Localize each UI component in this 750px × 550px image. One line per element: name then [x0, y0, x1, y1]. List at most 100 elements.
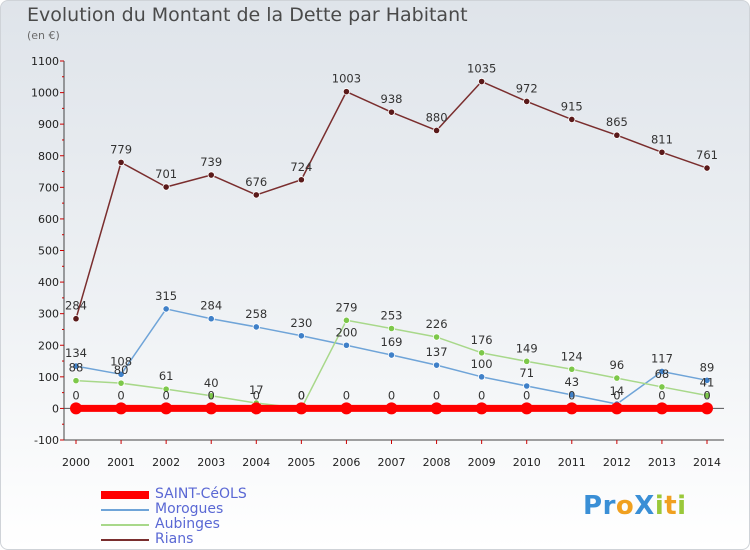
data-point [613, 374, 621, 382]
data-point [610, 402, 623, 415]
data-label: 134 [65, 346, 87, 360]
data-point [568, 115, 576, 124]
data-point [703, 164, 711, 172]
data-label: 100 [471, 357, 493, 371]
data-label: 200 [335, 325, 357, 339]
data-label: 230 [290, 316, 312, 330]
legend-swatch [101, 490, 149, 499]
legend-swatch [101, 538, 149, 541]
y-tick-label: -100 [34, 434, 59, 447]
data-point [160, 402, 173, 415]
y-tick-label: 1100 [31, 55, 59, 68]
data-label: 938 [381, 92, 403, 106]
data-point [72, 362, 80, 370]
data-label: 71 [519, 366, 534, 380]
data-label: 14 [610, 384, 625, 398]
y-tick-label: 200 [38, 339, 59, 352]
data-label: 865 [606, 115, 628, 129]
y-tick-label: 0 [52, 402, 59, 415]
data-label: 676 [245, 175, 267, 189]
data-point [207, 315, 215, 323]
y-tick-label: 400 [38, 276, 59, 289]
legend-swatch [101, 508, 149, 511]
data-label: 0 [613, 388, 620, 402]
data-point [703, 391, 711, 400]
data-point [297, 176, 305, 184]
data-point [205, 402, 218, 415]
x-tick-label: 2000 [62, 456, 90, 469]
data-label: 284 [200, 299, 222, 313]
data-label: 226 [426, 317, 448, 331]
data-point [295, 402, 308, 415]
data-label: 117 [651, 351, 673, 365]
legend: SAINT-CéOLS Morogues Aubinges Rians [101, 487, 247, 547]
legend-swatch [101, 523, 149, 526]
data-point [701, 402, 713, 415]
y-tick-label: 900 [38, 118, 59, 131]
data-label: 88 [69, 361, 84, 375]
data-label: 0 [253, 388, 260, 402]
data-label: 0 [703, 388, 710, 402]
data-label: 761 [696, 148, 718, 162]
data-point [72, 315, 80, 323]
legend-label: SAINT-CéOLS [155, 486, 247, 502]
data-label: 811 [651, 132, 673, 146]
data-label: 0 [117, 388, 124, 402]
x-tick-label: 2005 [287, 456, 315, 469]
data-label: 724 [290, 160, 312, 174]
y-tick-label: 800 [38, 150, 59, 163]
y-tick-label: 500 [38, 245, 59, 258]
data-label: 0 [298, 388, 305, 402]
legend-item: SAINT-CéOLS [101, 487, 247, 502]
data-label: 279 [335, 300, 357, 314]
data-label: 96 [610, 358, 625, 372]
data-point [207, 392, 215, 400]
data-label: 124 [561, 349, 583, 363]
data-point [432, 361, 441, 369]
data-label: 253 [381, 309, 403, 323]
data-point [703, 376, 711, 384]
data-point [342, 88, 351, 96]
x-tick-label: 2006 [332, 456, 360, 469]
data-point [252, 191, 260, 199]
chart-title: Evolution du Montant de la Dette par Hab… [27, 4, 468, 26]
data-point [115, 402, 128, 415]
data-point [478, 349, 486, 357]
data-label: 1003 [332, 72, 361, 86]
x-tick-label: 2013 [648, 456, 676, 469]
data-label: 176 [471, 333, 493, 347]
data-point [568, 391, 576, 399]
data-label: 137 [426, 345, 448, 359]
data-point [340, 402, 353, 415]
data-label: 0 [568, 388, 575, 402]
data-label: 701 [155, 167, 177, 181]
unit-label: (en €) [27, 29, 60, 42]
data-point [387, 351, 396, 359]
data-point [565, 402, 578, 415]
data-point [568, 365, 576, 373]
data-label: 1035 [467, 62, 496, 76]
data-point [387, 324, 396, 333]
data-label: 149 [516, 341, 538, 355]
data-label: 0 [72, 388, 79, 402]
data-point [162, 183, 170, 191]
data-label: 0 [388, 388, 395, 402]
data-label: 89 [700, 360, 715, 374]
data-label: 315 [155, 289, 177, 303]
data-point [658, 148, 666, 156]
data-label: 17 [249, 383, 264, 397]
data-point [342, 316, 351, 324]
data-label: 80 [114, 363, 129, 377]
data-point [342, 341, 351, 349]
data-point [252, 323, 260, 331]
data-point [658, 383, 666, 391]
data-point [207, 171, 215, 179]
x-tick-label: 2012 [603, 456, 631, 469]
x-tick-label: 2003 [197, 456, 225, 469]
data-label: 258 [245, 307, 267, 321]
data-label: 61 [159, 369, 174, 383]
data-point [385, 402, 398, 415]
data-label: 880 [426, 110, 448, 124]
data-point [250, 402, 263, 415]
proxiti-logo: ProXiti [583, 491, 687, 521]
